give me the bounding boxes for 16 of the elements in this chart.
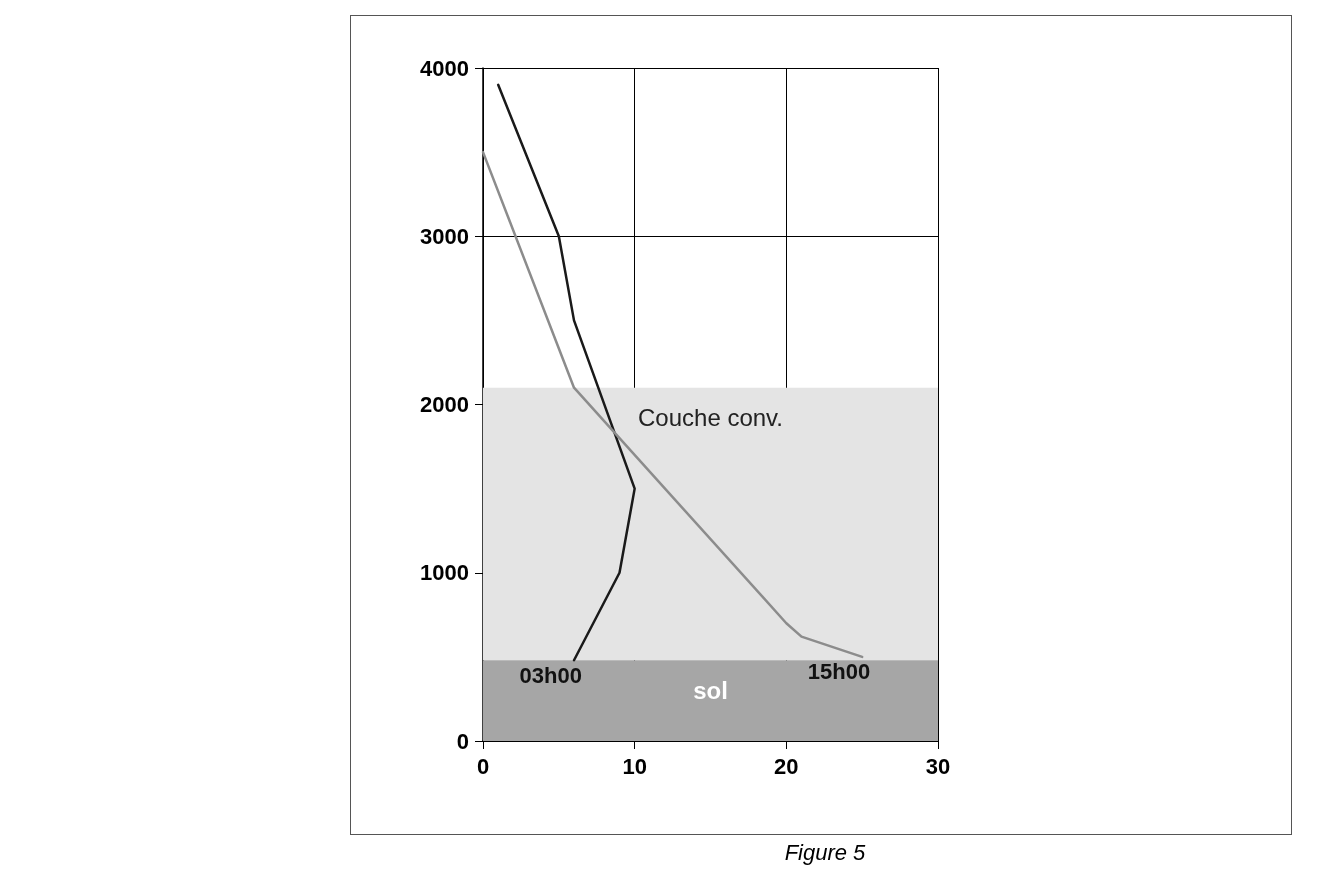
x-tick-label: 20 [774,753,799,779]
band-label: Couche conv. [638,404,783,432]
line-series [496,83,636,662]
line-series [481,150,864,659]
x-tick-label: 10 [622,753,647,779]
x-tick-label: 30 [925,753,951,779]
y-tick-label: 1000 [420,560,469,586]
series-label: 03h00 [519,662,582,688]
x-tick-label: 0 [476,753,490,779]
series-label: 15h00 [807,659,871,685]
y-tick-label: 4000 [420,55,469,81]
band-label: sol [693,676,728,704]
y-tick-label: 0 [456,728,469,754]
y-tick-label: 2000 [420,392,469,417]
text: Figure 5 [784,839,867,865]
y-tick-label: 3000 [420,223,469,249]
